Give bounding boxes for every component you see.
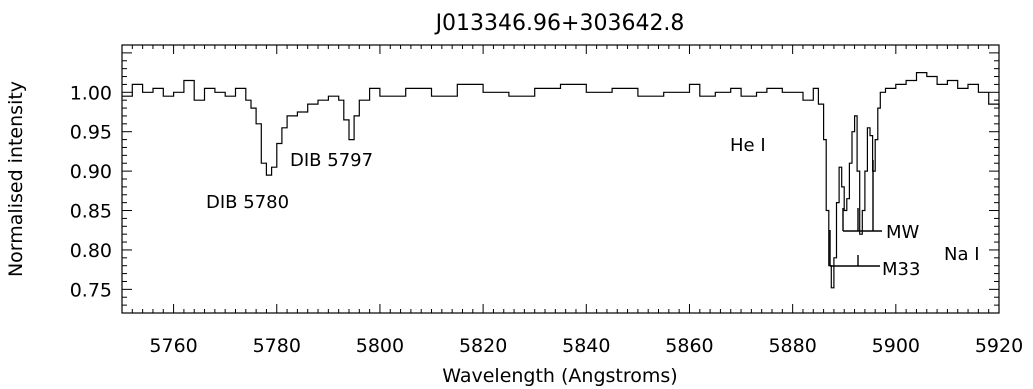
x-tick-label: 5840 (562, 335, 610, 357)
y-tick-label: 0.90 (70, 161, 112, 183)
x-axis-title: Wavelength (Angstroms) (442, 365, 677, 387)
annotation-na-i: Na I (944, 244, 980, 265)
y-tick-label: 0.80 (70, 240, 112, 262)
x-tick-label: 5820 (459, 335, 507, 357)
chart-title: J013346.96+303642.8 (434, 11, 685, 36)
annotation-m33: M33 (882, 259, 920, 280)
mw-marker (842, 160, 882, 232)
annotation-mw: MW (886, 222, 920, 243)
y-tick-label: 0.95 (70, 122, 112, 144)
y-axis-title: Normalised intensity (5, 81, 27, 277)
y-tick-label: 0.75 (70, 279, 112, 301)
annotation-he-i: He I (730, 135, 766, 156)
axis-ticks (121, 44, 1000, 314)
x-tick-label: 5800 (356, 335, 404, 357)
line-markers (829, 160, 882, 267)
tick-labels: 5760 5780 5800 5820 5840 5860 5880 5900 5920 0.75… (70, 82, 1023, 357)
m33-marker (829, 230, 880, 267)
x-tick-label: 5760 (149, 335, 197, 357)
x-tick-label: 5900 (872, 335, 920, 357)
annotation-dib-5780: DIB 5780 (206, 192, 289, 213)
y-tick-label: 0.85 (70, 201, 112, 223)
spectrum-line (122, 72, 1000, 289)
x-tick-label: 5920 (975, 335, 1023, 357)
x-tick-label: 5780 (253, 335, 301, 357)
y-tick-label: 1.00 (70, 82, 112, 104)
annotation-dib-5797: DIB 5797 (290, 150, 373, 171)
x-tick-label: 5860 (665, 335, 713, 357)
plot-frame (121, 44, 1000, 314)
x-tick-label: 5880 (768, 335, 816, 357)
